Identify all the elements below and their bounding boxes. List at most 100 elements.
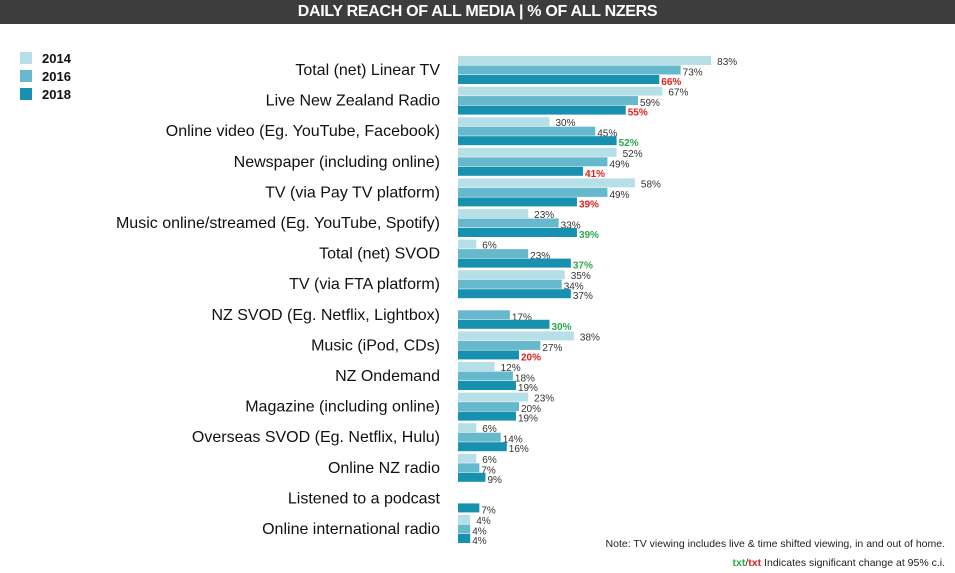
bar-2018 [458, 166, 584, 176]
bar-2014 [458, 209, 529, 218]
bar-2014 [458, 178, 635, 188]
bar-2018 [458, 534, 471, 543]
category-label: Music online/streamed (Eg. YouTube, Spot… [116, 215, 440, 232]
value-label-2014: 38% [580, 332, 600, 343]
value-label-2016: 20% [521, 404, 541, 415]
value-label-2018: 52% [619, 138, 639, 149]
category-label: Live New Zealand Radio [266, 93, 440, 110]
category-label: Newspaper (including online) [234, 154, 440, 171]
value-label-2016: 7% [481, 465, 496, 476]
bar-2018 [458, 319, 550, 329]
value-label-2014: 58% [641, 179, 661, 190]
category-label: Total (net) Linear TV [295, 62, 440, 79]
bar-2018 [458, 411, 516, 421]
value-label-2014: 35% [571, 271, 591, 282]
legend-swatch-2016 [20, 70, 32, 82]
legend-label-2018: 2018 [42, 86, 71, 102]
value-label-2018: 37% [573, 261, 593, 272]
value-label-2018: 9% [487, 475, 502, 486]
bar-2018 [458, 350, 519, 360]
value-label-2016: 59% [640, 98, 660, 109]
value-label-2016: 49% [609, 190, 629, 201]
legend-item-2018: 2018 [20, 85, 71, 103]
value-label-2014: 83% [717, 57, 737, 68]
bar-2016 [458, 249, 529, 259]
value-label-2018: 4% [472, 536, 487, 547]
value-label-2018: 7% [481, 505, 496, 516]
legend-swatch-2014 [20, 52, 32, 64]
value-label-2014: 4% [476, 516, 491, 527]
bar-2014 [458, 392, 529, 402]
bar-2016 [458, 402, 519, 412]
value-label-2016: 73% [683, 68, 703, 79]
bar-2018 [458, 105, 626, 115]
bar-2016 [458, 126, 596, 136]
legend-item-2014: 2014 [20, 49, 71, 67]
legend-swatch-2018 [20, 88, 32, 100]
value-label-2018: 16% [509, 444, 529, 455]
value-label-2016: 4% [472, 527, 487, 538]
value-label-2018: 41% [585, 169, 605, 180]
category-label: NZ SVOD (Eg. Netflix, Lightbox) [211, 307, 440, 324]
category-label: Magazine (including online) [245, 399, 440, 416]
value-label-2018: 19% [518, 383, 538, 394]
slash: / [745, 557, 749, 569]
bar-2014 [458, 515, 471, 524]
bar-2014 [458, 86, 663, 96]
bar-2014 [458, 270, 565, 280]
sig-up-sample: txt [732, 557, 746, 569]
bar-2016 [458, 96, 638, 106]
category-label: Online international radio [262, 521, 440, 538]
value-label-2018: 19% [518, 414, 538, 425]
bar-2016 [458, 340, 541, 350]
value-label-2014: 23% [534, 210, 554, 221]
value-label-2016: 14% [503, 435, 523, 446]
value-label-2016: 45% [597, 129, 617, 140]
bar-2018 [458, 258, 571, 268]
bar-2016 [458, 371, 513, 381]
value-label-2016: 27% [542, 343, 562, 354]
legend-label-2016: 2016 [42, 68, 71, 84]
value-label-2018: 39% [579, 199, 599, 210]
value-label-2016: 17% [512, 312, 532, 323]
bar-2016 [458, 157, 608, 167]
bar-2018 [458, 136, 617, 146]
value-label-2014: 30% [556, 118, 576, 129]
value-label-2014: 52% [623, 149, 643, 160]
bar-2018 [458, 197, 577, 207]
value-label-2014: 67% [668, 88, 688, 99]
bar-2016 [458, 187, 608, 197]
value-label-2014: 6% [482, 241, 497, 252]
bar-2016 [458, 310, 510, 320]
legend: 2014 2016 2018 [20, 49, 71, 103]
bar-2018 [458, 472, 486, 482]
bar-2014 [458, 362, 495, 371]
bar-2014 [458, 331, 574, 341]
chart-note: Note: TV viewing includes live & time sh… [606, 535, 945, 573]
note-line-2: txt/txt Indicates significant change at … [606, 554, 945, 573]
note-line-1: Note: TV viewing includes live & time sh… [605, 538, 945, 550]
bar-2014 [458, 56, 712, 65]
category-label: NZ Ondemand [335, 368, 440, 385]
value-label-2014: 12% [501, 363, 521, 374]
value-label-2018: 30% [552, 322, 572, 333]
bar-2018 [458, 75, 660, 84]
value-label-2018: 39% [579, 230, 599, 241]
category-label: TV (via FTA platform) [289, 276, 440, 293]
value-label-2016: 18% [515, 374, 535, 385]
category-label: Online NZ radio [328, 460, 440, 477]
category-label: Music (iPod, CDs) [311, 337, 440, 354]
legend-item-2016: 2016 [20, 67, 71, 85]
category-label: Total (net) SVOD [319, 246, 440, 263]
sig-down-sample: txt [748, 557, 762, 569]
value-label-2018: 37% [573, 291, 593, 302]
value-label-2014: 23% [534, 394, 554, 405]
bar-2018 [458, 381, 516, 390]
category-label: Listened to a podcast [288, 490, 441, 507]
bar-2016 [458, 432, 501, 442]
bar-2016 [458, 524, 471, 534]
value-label-2014: 6% [482, 455, 497, 466]
bar-2016 [458, 463, 480, 473]
bar-2014 [458, 147, 617, 157]
